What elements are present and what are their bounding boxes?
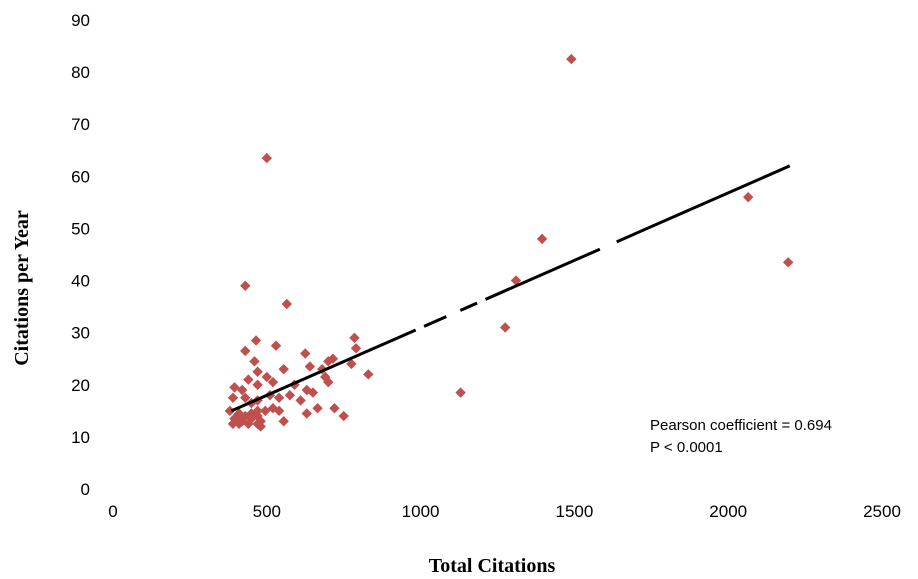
y-tick-label: 30 [71, 324, 90, 343]
data-point [227, 392, 239, 404]
data-point [566, 53, 577, 65]
y-tick-label: 70 [71, 115, 90, 134]
y-tick-label: 90 [71, 11, 90, 30]
trend-line-gap [445, 308, 462, 319]
data-point [273, 405, 285, 417]
x-axis-ticks: 0 500 1000 1500 2000 2500 [108, 502, 901, 521]
data-point [304, 361, 316, 372]
data-point [252, 366, 263, 377]
y-axis-title: Citations per Year [11, 210, 33, 366]
y-axis-ticks: 0 10 20 30 40 50 60 70 80 90 [71, 11, 90, 499]
data-point [536, 233, 548, 245]
data-point [250, 335, 262, 346]
data-point [260, 405, 271, 417]
annotations: Pearson coefficient = 0.694 P < 0.0001 [650, 417, 832, 456]
y-tick-label: 20 [71, 376, 90, 395]
data-point [267, 376, 279, 388]
data-point [338, 410, 349, 422]
trend-line-gap [476, 297, 487, 306]
trend-line-gap [598, 239, 618, 252]
data-point [499, 322, 511, 333]
y-tick-label: 10 [71, 428, 90, 447]
y-tick-label: 80 [71, 63, 90, 82]
data-point [323, 376, 334, 388]
data-point [270, 340, 282, 351]
data-point [224, 405, 236, 417]
annotation-text: P < 0.0001 [650, 439, 723, 456]
data-point [243, 418, 254, 430]
data-point [363, 369, 374, 380]
trend-line-gap [414, 324, 426, 333]
data-point [281, 298, 292, 310]
data-point [278, 416, 289, 427]
data-point [273, 392, 285, 404]
data-point [782, 257, 794, 268]
data-point [233, 418, 245, 430]
data-point [284, 390, 296, 401]
data-point [236, 384, 248, 396]
data-points [224, 53, 794, 432]
data-point [252, 379, 263, 390]
data-point [232, 410, 243, 422]
x-axis-title: Total Citations [429, 555, 556, 577]
data-point [227, 418, 239, 430]
data-point [261, 371, 272, 383]
trend-line-gaps [414, 239, 618, 333]
x-tick-label: 2500 [863, 502, 901, 521]
trend-line [230, 164, 791, 413]
data-point [243, 374, 254, 385]
data-point [307, 387, 319, 398]
y-tick-label: 60 [71, 167, 90, 186]
annotation-text: Pearson coefficient = 0.694 [650, 417, 832, 434]
data-point [323, 356, 334, 367]
data-point [295, 395, 306, 406]
data-point [329, 403, 340, 414]
x-tick-label: 1500 [555, 502, 593, 521]
data-point [312, 403, 323, 414]
x-tick-label: 1000 [402, 502, 440, 521]
x-tick-label: 500 [253, 502, 281, 521]
data-point [301, 408, 312, 419]
data-point [300, 348, 311, 359]
data-point [240, 345, 251, 357]
data-point [240, 280, 251, 291]
data-point [240, 392, 251, 404]
data-point [261, 152, 272, 164]
data-point [249, 356, 260, 367]
data-point [510, 275, 522, 286]
data-point [349, 332, 360, 344]
y-tick-label: 40 [71, 272, 90, 291]
data-point [350, 343, 362, 354]
x-tick-label: 0 [108, 502, 117, 521]
data-point [742, 191, 754, 203]
data-point [346, 358, 357, 370]
data-point [455, 387, 466, 398]
data-point [278, 363, 289, 375]
x-tick-label: 2000 [709, 502, 747, 521]
data-point [255, 421, 266, 432]
y-tick-label: 50 [71, 219, 90, 238]
y-tick-label: 0 [81, 480, 90, 499]
